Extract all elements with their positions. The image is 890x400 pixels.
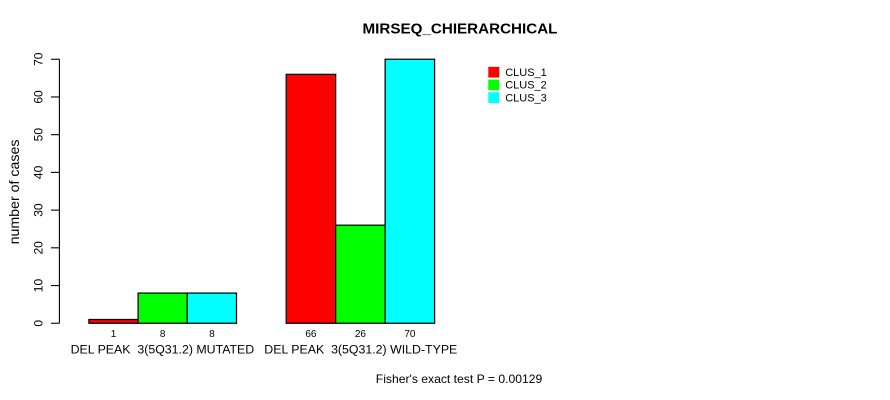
svg-text:Fisher's exact test P = 0.0012: Fisher's exact test P = 0.00129 [376,372,543,386]
svg-text:0: 0 [31,320,45,327]
svg-text:CLUS_3: CLUS_3 [505,92,547,104]
svg-text:MIRSEQ_CHIERARCHICAL: MIRSEQ_CHIERARCHICAL [363,20,558,37]
svg-text:40: 40 [31,165,45,179]
svg-text:26: 26 [355,329,367,340]
svg-text:50: 50 [31,128,45,142]
svg-text:20: 20 [31,241,45,255]
svg-text:DEL PEAK 3(5Q31.2) WILD-TYPE: DEL PEAK 3(5Q31.2) WILD-TYPE [264,343,457,357]
svg-text:8: 8 [209,329,215,340]
svg-text:1: 1 [111,329,117,340]
svg-text:70: 70 [404,329,416,340]
svg-text:10: 10 [31,279,45,293]
svg-text:66: 66 [305,329,317,340]
svg-text:CLUS_2: CLUS_2 [505,80,547,92]
svg-text:DEL PEAK 3(5Q31.2) MUTATED: DEL PEAK 3(5Q31.2) MUTATED [71,343,255,357]
svg-text:30: 30 [31,203,45,217]
svg-text:CLUS_1: CLUS_1 [505,67,547,79]
svg-text:70: 70 [31,52,45,66]
svg-text:8: 8 [160,329,166,340]
svg-text:number of cases: number of cases [7,140,23,245]
svg-text:60: 60 [31,90,45,104]
